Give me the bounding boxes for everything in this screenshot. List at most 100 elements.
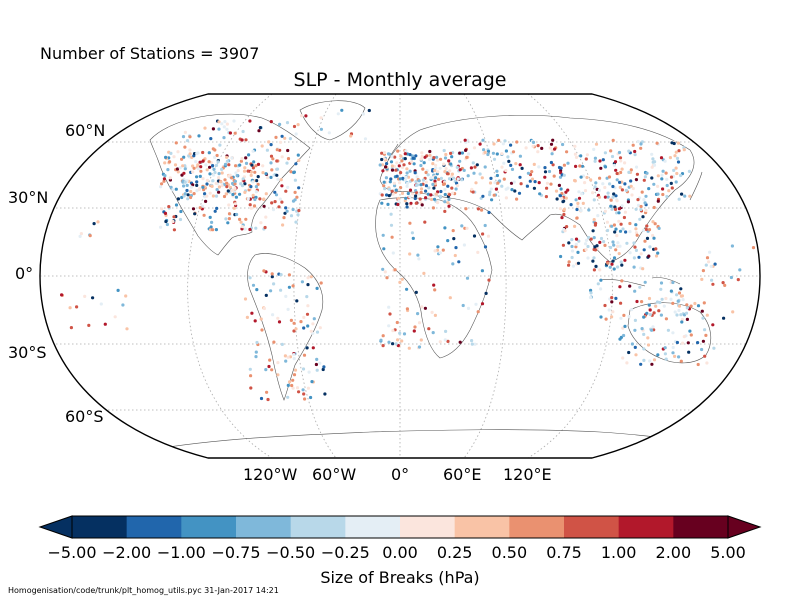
station-marker (730, 244, 735, 248)
station-marker (595, 244, 599, 248)
station-marker (489, 176, 493, 180)
station-marker (605, 220, 610, 224)
station-marker (311, 322, 315, 326)
station-marker (267, 140, 271, 144)
station-marker (276, 316, 280, 320)
station-marker (609, 245, 613, 250)
station-marker (670, 186, 674, 190)
station-marker (545, 181, 550, 185)
station-marker (559, 254, 563, 259)
station-marker (283, 354, 287, 358)
station-marker (519, 182, 523, 186)
station-marker (615, 234, 619, 238)
station-marker (656, 251, 660, 255)
station-marker (640, 300, 644, 304)
station-marker (605, 176, 609, 180)
station-marker (193, 212, 197, 216)
station-marker (497, 138, 501, 142)
station-marker (570, 244, 574, 249)
station-marker (488, 193, 492, 197)
station-marker (398, 331, 402, 335)
station-marker (410, 231, 414, 235)
station-marker (399, 186, 403, 190)
station-marker (227, 203, 231, 207)
station-marker (593, 185, 597, 189)
station-marker (462, 243, 466, 247)
station-marker (406, 181, 410, 185)
station-marker (642, 332, 646, 336)
station-marker (211, 194, 215, 198)
station-marker (309, 275, 313, 279)
station-marker (597, 195, 602, 199)
station-marker (183, 145, 187, 149)
station-marker (240, 184, 245, 188)
station-marker (629, 168, 633, 172)
station-marker (475, 163, 479, 167)
station-marker (571, 264, 576, 268)
station-marker (500, 152, 504, 156)
station-marker (191, 207, 196, 211)
station-marker (663, 346, 667, 350)
station-marker (420, 151, 424, 155)
station-marker (125, 327, 129, 331)
station-marker (275, 148, 279, 152)
station-marker (551, 163, 555, 167)
station-marker (513, 189, 517, 193)
station-marker (680, 294, 685, 298)
station-marker (270, 275, 274, 279)
station-marker (584, 157, 588, 161)
station-marker (555, 197, 559, 201)
station-marker (614, 168, 618, 172)
station-marker (68, 306, 72, 310)
station-marker (121, 303, 125, 307)
station-marker (504, 196, 508, 200)
station-marker (574, 198, 578, 202)
station-marker (426, 173, 430, 177)
station-marker (265, 148, 269, 152)
station-marker (518, 154, 523, 158)
station-marker (301, 388, 305, 392)
station-marker (254, 185, 258, 189)
station-marker (703, 354, 707, 358)
colorbar-tick-label: −2.00 (102, 543, 151, 562)
station-marker (627, 149, 631, 153)
station-marker (661, 169, 665, 173)
station-marker (264, 293, 268, 297)
station-marker (648, 245, 652, 249)
station-marker (438, 340, 442, 344)
station-marker (584, 248, 588, 252)
station-marker (642, 248, 646, 252)
station-marker (696, 304, 701, 308)
station-marker (264, 172, 268, 176)
station-marker (419, 190, 423, 194)
station-marker (488, 190, 492, 194)
station-marker (618, 156, 623, 160)
station-marker (509, 143, 513, 147)
station-marker (405, 287, 409, 291)
station-marker (258, 197, 262, 201)
station-marker (559, 187, 563, 191)
station-marker (271, 313, 275, 317)
station-marker (292, 373, 297, 377)
station-marker (624, 188, 628, 192)
station-marker (396, 149, 400, 153)
station-marker (417, 321, 422, 325)
station-marker (169, 151, 173, 155)
station-marker (290, 383, 294, 388)
station-marker (618, 185, 622, 189)
station-marker (233, 202, 237, 206)
station-marker (280, 184, 284, 188)
station-marker (224, 217, 228, 221)
station-marker (603, 165, 608, 169)
station-marker (611, 184, 615, 189)
station-marker (712, 346, 716, 350)
station-marker (610, 154, 615, 159)
station-marker (302, 392, 306, 396)
station-marker (642, 358, 646, 362)
station-marker (679, 313, 683, 317)
station-marker (515, 197, 519, 201)
station-marker (616, 265, 620, 269)
station-marker (279, 288, 283, 292)
colorbar-frame (71, 515, 729, 539)
station-marker (446, 184, 450, 188)
